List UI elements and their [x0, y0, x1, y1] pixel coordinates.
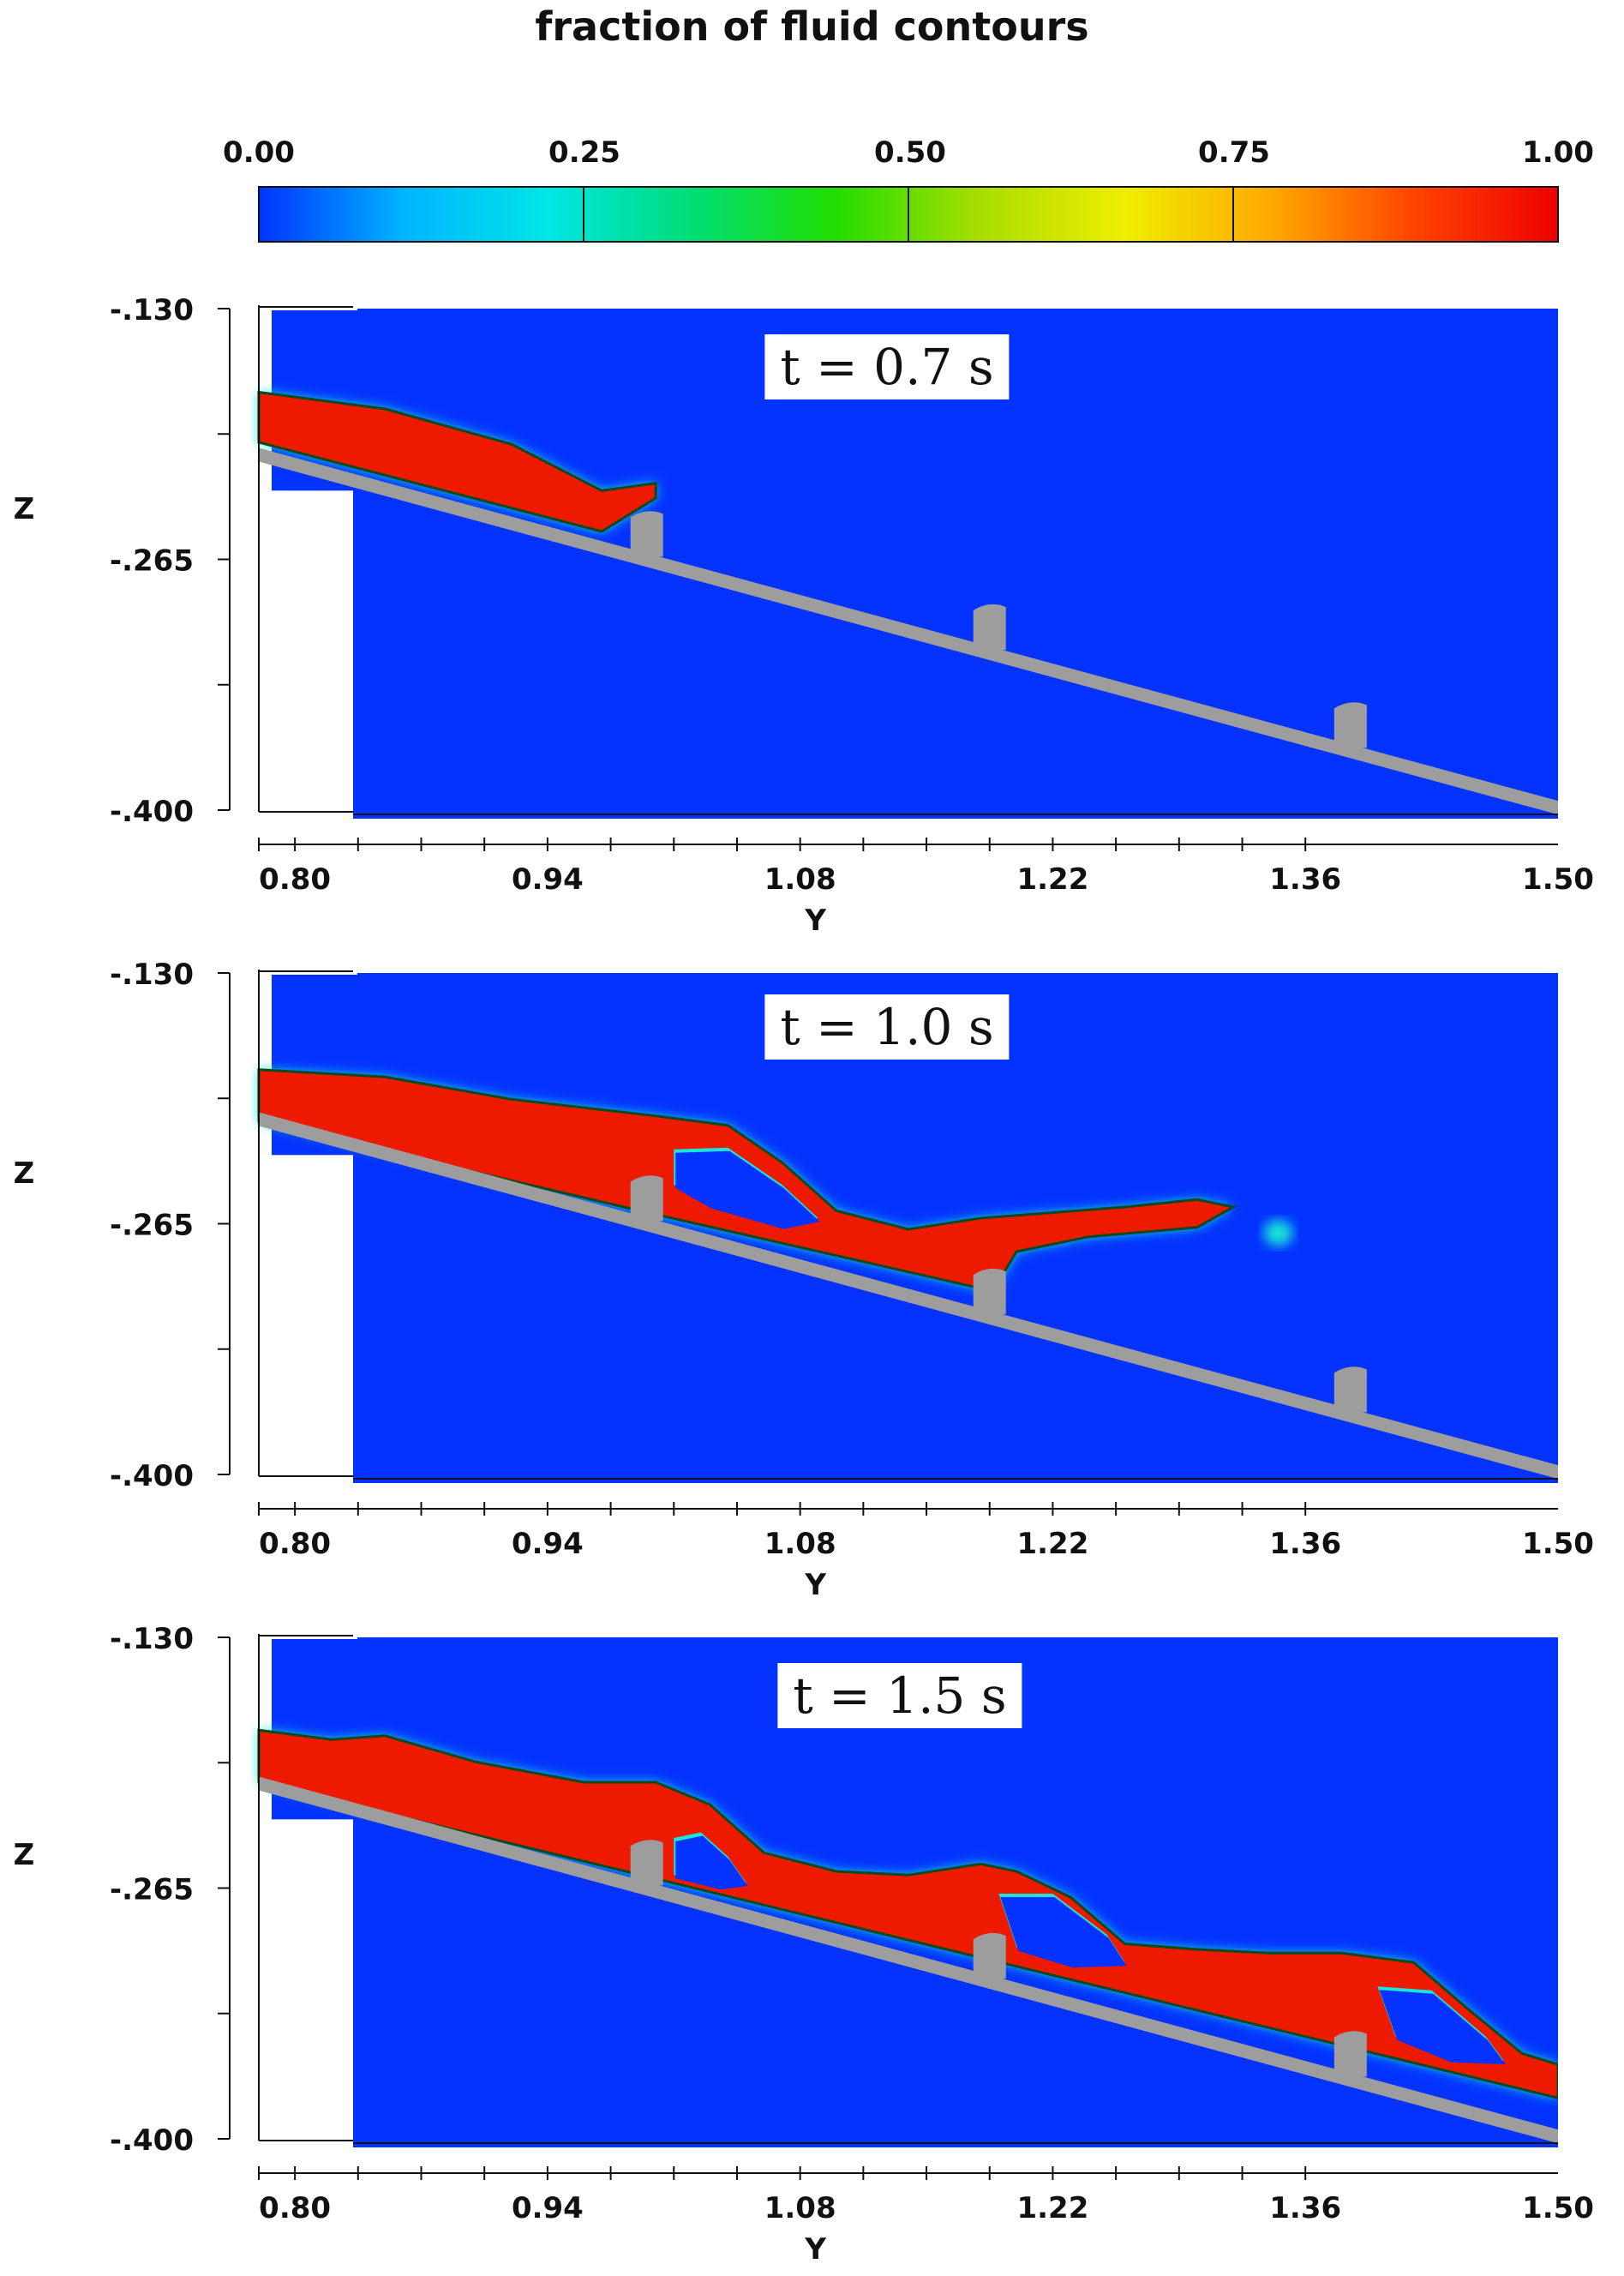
- left-margin: [250, 309, 272, 819]
- air-cavity: [675, 1150, 820, 1229]
- plot-area: [250, 973, 1558, 1483]
- inlet-top-edge: [255, 1637, 357, 1639]
- colorbar-tick-label: 1.00: [1522, 135, 1594, 170]
- x-tick-label: 1.22: [1016, 1527, 1088, 1561]
- x-tick-label: 1.22: [1016, 862, 1088, 897]
- baffle-block: [630, 1840, 663, 1886]
- x-tick-label: 1.50: [1522, 862, 1594, 897]
- time-label: t = 1.0 s: [764, 994, 1010, 1060]
- left-margin: [250, 1637, 272, 2147]
- air-cavity: [675, 1835, 748, 1890]
- baffle-block: [630, 1175, 663, 1222]
- water-region: [257, 390, 657, 533]
- time-label-text: t = 1.0 s: [780, 998, 994, 1056]
- x-tick-label: 1.50: [1522, 1527, 1594, 1561]
- baffle-block: [973, 1932, 1006, 1979]
- baffle-block: [1333, 1366, 1367, 1413]
- air-cavity: [1000, 1897, 1127, 1968]
- x-tick-label: 1.08: [764, 2191, 836, 2225]
- chute-floor: [259, 447, 1558, 815]
- x-tick-label: 1.36: [1269, 2191, 1341, 2225]
- contour-panel-t1-0: -.130 -.265 -.400 Z 0.80 0.94 1.08 1.22 1.36 1.50…: [14, 958, 1594, 1602]
- y-tick-label: -.400: [110, 1459, 194, 1493]
- x-tick-label: 0.94: [512, 2191, 584, 2225]
- x-tick-label: 0.80: [259, 1527, 331, 1561]
- x-tick-label: 0.94: [512, 862, 584, 897]
- left-margin: [250, 973, 272, 1483]
- inlet-top-edge: [255, 309, 357, 310]
- inlet-top-edge: [255, 973, 357, 975]
- y-tick-label: -.130: [110, 293, 194, 327]
- time-label-text: t = 1.5 s: [793, 1666, 1007, 1725]
- colorbar-tick-label: 0.50: [874, 135, 946, 170]
- x-tick-label: 0.80: [259, 862, 331, 897]
- time-label: t = 1.5 s: [777, 1663, 1022, 1728]
- y-axis-label: Z: [14, 492, 35, 526]
- x-tick-label: 1.22: [1016, 2191, 1088, 2225]
- air-cavity: [1379, 1990, 1506, 2064]
- y-axis-label: Z: [14, 1156, 35, 1191]
- figure-title: fraction of fluid contours: [535, 3, 1089, 50]
- x-tick-label: 0.80: [259, 2191, 331, 2225]
- colorbar-tick-label: 0.00: [223, 135, 295, 170]
- contour-panel-t1-5: -.130 -.265 -.400 Z 0.80 0.94 1.08 1.22 1.36 1.50…: [14, 1622, 1594, 2267]
- x-axis-label: Y: [804, 2232, 826, 2267]
- x-tick-label: 1.50: [1522, 2191, 1594, 2225]
- y-tick-label: -.265: [110, 1209, 194, 1243]
- time-label-text: t = 0.7 s: [780, 338, 994, 396]
- colorbar-gradient: [258, 186, 1559, 243]
- y-tick-label: -.265: [110, 544, 194, 579]
- water-region: [257, 1728, 1558, 2099]
- x-tick-label: 1.36: [1269, 862, 1341, 897]
- colorbar-tick-label: 0.75: [1198, 135, 1270, 170]
- x-tick-label: 0.94: [512, 1527, 584, 1561]
- y-tick-label: -.130: [110, 1622, 194, 1656]
- chute-floor: [259, 1776, 1558, 2144]
- y-tick-label: -.400: [110, 2123, 194, 2158]
- baffle-block: [1333, 702, 1367, 748]
- baffle-block: [630, 511, 663, 557]
- chute-floor: [259, 1112, 1558, 1480]
- y-tick-label: -.400: [110, 795, 194, 829]
- x-axis-label: Y: [804, 904, 826, 938]
- x-tick-label: 1.08: [764, 862, 836, 897]
- x-tick-label: 1.08: [764, 1527, 836, 1561]
- y-tick-label: -.265: [110, 1873, 194, 1907]
- baffle-block: [1333, 2031, 1367, 2077]
- baffle-block: [973, 1268, 1006, 1315]
- y-tick-label: -.130: [110, 958, 194, 992]
- x-tick-label: 1.36: [1269, 1527, 1341, 1561]
- plot-area: [250, 1637, 1558, 2147]
- spray-droplet: [1263, 1220, 1293, 1246]
- y-axis-label: Z: [14, 1838, 35, 1872]
- colorbar-tick-label: 0.25: [548, 135, 620, 170]
- baffle-block: [973, 604, 1006, 651]
- time-label: t = 0.7 s: [764, 334, 1010, 399]
- x-axis-label: Y: [804, 1568, 826, 1602]
